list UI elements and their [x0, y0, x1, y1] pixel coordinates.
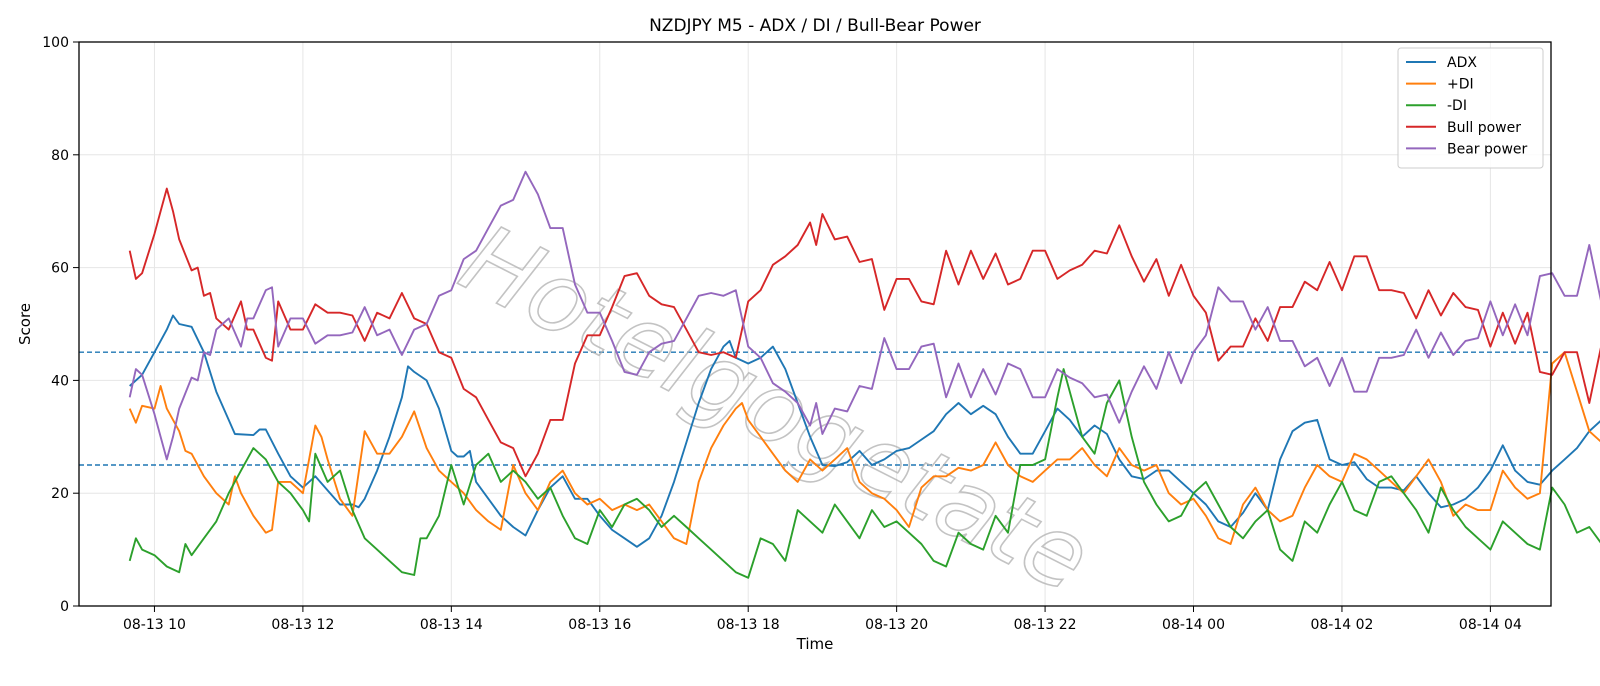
x-tick-label: 08-13 14: [420, 617, 483, 633]
x-tick-label: 08-13 20: [865, 617, 928, 633]
legend-box: [1397, 47, 1544, 169]
series-line-bear-power: [128, 170, 1600, 461]
y-axis-label: Score: [16, 303, 34, 345]
y-tick-label: 100: [42, 35, 69, 51]
y-tick-label: 40: [51, 373, 69, 389]
legend-label: +DI: [1447, 77, 1474, 93]
x-tick-label: 08-14 04: [1459, 617, 1522, 633]
series-line-adx: [129, 314, 1600, 548]
series-line-bull-power: [128, 187, 1600, 478]
series-line-di: [128, 351, 1600, 545]
x-tick-label: 08-14 00: [1162, 617, 1225, 633]
legend-label: ADX: [1447, 55, 1477, 71]
x-tick-label: 08-13 18: [717, 617, 780, 633]
y-tick-label: 80: [51, 148, 69, 164]
x-tick-label: 08-13 22: [1014, 617, 1077, 633]
chart-title: NZDJPY M5 - ADX / DI / Bull-Bear Power: [649, 16, 981, 36]
series-line-di: [128, 368, 1600, 579]
series-lines: [128, 170, 1600, 579]
x-tick-label: 08-13 12: [271, 617, 334, 633]
y-axis: 0 20 40 60 80 100: [42, 35, 79, 615]
grid-lines: [79, 41, 1551, 607]
x-axis-label: Time: [796, 635, 834, 653]
y-tick-label: 20: [51, 486, 69, 502]
legend-label: Bear power: [1447, 141, 1528, 157]
legend: ADX +DI -DI Bull power Bear power: [1397, 47, 1544, 169]
y-tick-label: 0: [60, 599, 69, 615]
legend-label: Bull power: [1447, 120, 1521, 136]
x-tick-label: 08-14 02: [1310, 617, 1373, 633]
x-tick-label: 08-13 10: [123, 617, 186, 633]
y-tick-label: 60: [51, 261, 69, 277]
legend-label: -DI: [1447, 98, 1467, 114]
x-tick-label: 08-13 16: [568, 617, 631, 633]
plot-frame: [78, 41, 1552, 607]
x-axis: 08-13 10 08-13 12 08-13 14 08-13 16 08-13 18…: [123, 606, 1522, 633]
